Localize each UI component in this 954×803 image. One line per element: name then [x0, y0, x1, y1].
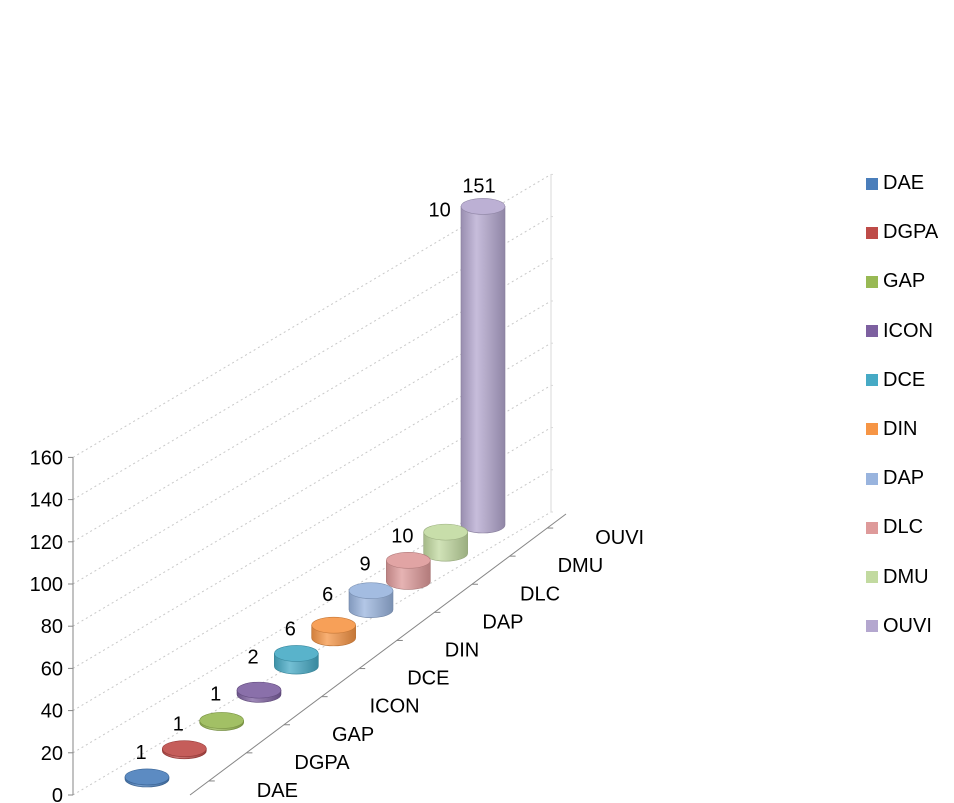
bar	[274, 645, 319, 675]
legend-item: DAP	[866, 467, 954, 490]
bar-top	[162, 740, 207, 757]
legend-swatch	[866, 177, 878, 190]
bars	[124, 198, 506, 788]
data-label: 6	[285, 618, 296, 640]
bar-top	[423, 523, 468, 541]
data-label: 1	[210, 683, 221, 705]
bar-top	[199, 712, 244, 729]
category-axis-tick-label: DIN	[445, 639, 479, 661]
bar-top	[460, 198, 506, 215]
legend-swatch	[866, 521, 878, 534]
bar	[124, 768, 170, 788]
value-axis-tick-label: 40	[41, 701, 63, 723]
value-axis-tick-label: 20	[41, 743, 63, 765]
bar-body	[460, 206, 506, 534]
legend-swatch	[866, 472, 878, 485]
legend-label: DGPA	[883, 221, 939, 244]
bar-body	[386, 560, 431, 590]
bar-top	[311, 616, 356, 634]
legend-item: OUVI	[866, 615, 954, 638]
value-axis-tick-label: 0	[52, 785, 63, 803]
data-label: 2	[247, 647, 258, 669]
data-labels: 1 1 1 2 6 6 9 10 10 151	[135, 175, 495, 764]
data-label: 6	[322, 584, 333, 606]
legend-label: DCE	[883, 368, 926, 391]
data-label: 1	[135, 742, 146, 764]
legend-label: DIN	[883, 417, 918, 440]
legend-item: DAE	[866, 172, 954, 195]
bar-top	[236, 681, 282, 699]
legend-item: ICON	[866, 320, 954, 343]
legend-label: DMU	[883, 565, 929, 588]
legend-swatch	[866, 620, 878, 633]
bar-top	[348, 582, 394, 599]
value-axis-tick-label: 60	[41, 658, 63, 680]
category-axis-tick-label: DMU	[558, 555, 604, 577]
value-axis-tick-label: 160	[30, 447, 63, 469]
category-axis-line	[189, 513, 567, 796]
legend-item: DIN	[866, 418, 954, 441]
bar	[423, 523, 468, 562]
bar	[199, 712, 244, 731]
legend-label: ICON	[883, 319, 933, 342]
legend-swatch	[866, 571, 878, 583]
legend-label: GAP	[883, 270, 926, 293]
value-axis: 0 20 40 60 80 100 120 140 160	[30, 447, 74, 803]
legend-label: DAE	[883, 172, 925, 194]
legend-swatch	[866, 226, 878, 239]
bar	[236, 681, 282, 703]
bar	[386, 552, 431, 590]
legend-label: DLC	[883, 516, 924, 539]
legend-item: DGPA	[866, 221, 954, 244]
legend-item: DCE	[866, 369, 954, 392]
category-axis-tick-label: DLC	[520, 583, 560, 605]
legend-item: DLC	[866, 516, 954, 539]
legend-swatch	[866, 275, 878, 288]
bar	[311, 616, 356, 647]
category-axis-tick-label: DAP	[482, 611, 523, 633]
legend-item: DMU	[866, 566, 954, 589]
bar-top	[274, 645, 319, 662]
data-label: 1	[173, 714, 184, 736]
legend: DAE DGPA GAP ICON DCE DIN DAP DLC DMU OU…	[866, 172, 954, 664]
value-axis-tick-label: 100	[30, 574, 63, 596]
bar	[162, 740, 207, 760]
category-axis-tick-label: DGPA	[294, 752, 350, 774]
value-axis-tick-label: 140	[30, 490, 63, 512]
data-label: 10	[429, 200, 451, 222]
value-axis-tick-label: 120	[30, 532, 63, 554]
legend-swatch	[866, 374, 878, 387]
data-label: 10	[391, 525, 413, 547]
legend-label: OUVI	[883, 614, 932, 637]
bar-top	[386, 552, 431, 569]
legend-label: DAP	[883, 467, 925, 490]
legend-swatch	[866, 423, 878, 436]
category-axis-tick-label: OUVI	[595, 527, 644, 549]
gridlines	[72, 173, 553, 796]
legend-item: GAP	[866, 270, 954, 293]
bar-top	[124, 768, 170, 786]
category-axis-tick-label: ICON	[370, 696, 420, 718]
category-axis-tick-label: DCE	[407, 668, 449, 690]
category-axis-tick-label: GAP	[332, 724, 374, 746]
category-axis-tick-label: DAE	[257, 780, 298, 802]
legend-swatch	[866, 325, 878, 338]
data-label-top: 151	[462, 175, 495, 197]
bar	[348, 582, 394, 618]
data-label: 9	[359, 554, 370, 576]
value-axis-tick-label: 80	[41, 616, 63, 638]
bar	[460, 198, 506, 534]
